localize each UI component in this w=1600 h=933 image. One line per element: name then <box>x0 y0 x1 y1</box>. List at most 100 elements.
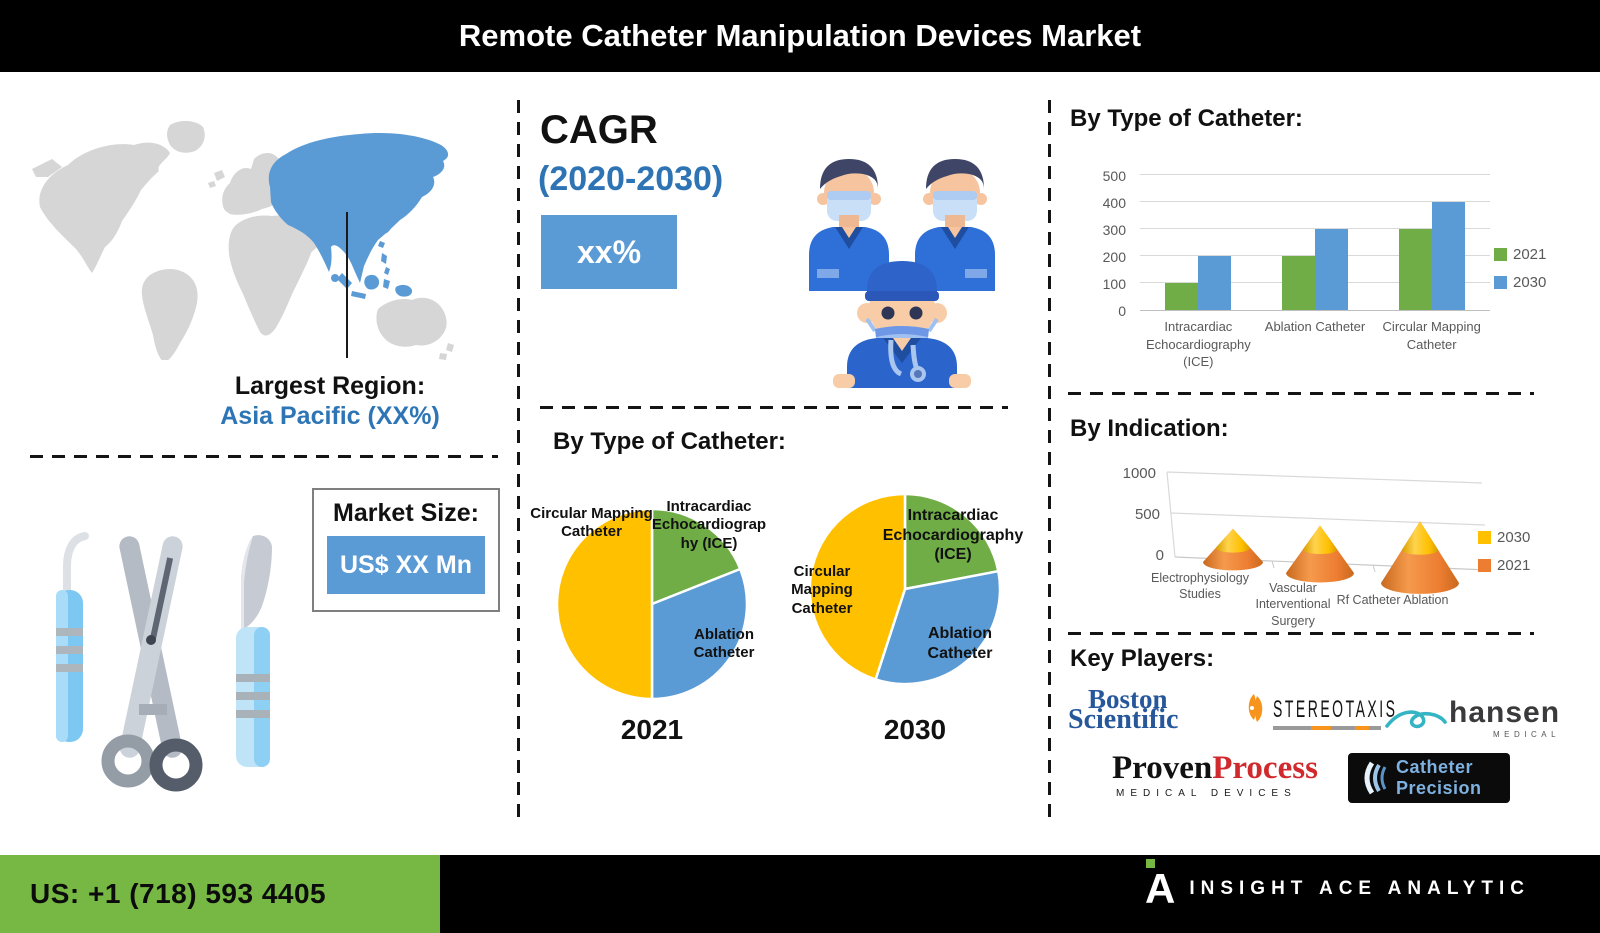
cagr-label: CAGR <box>540 108 658 152</box>
market-size-value: US$ XX Mn <box>327 536 485 594</box>
cone-category-3: Rf Catheter Ablation <box>1336 593 1449 607</box>
bar-2021-0 <box>1165 283 1199 310</box>
map-asia-pacific-highlight <box>268 133 449 299</box>
pie-chart-2030 <box>808 492 1002 686</box>
hansen-swirl-icon <box>1385 709 1447 728</box>
divider-vertical-right <box>1048 100 1051 822</box>
bar-ytick-0: 0 <box>1118 303 1126 319</box>
pie-slice <box>808 492 907 681</box>
footer-brand-band <box>440 855 1600 933</box>
divider-vertical-left <box>517 100 520 822</box>
brand-name: INSIGHT ACE ANALYTIC <box>1189 878 1530 899</box>
stereotaxis-tagline <box>1273 726 1381 730</box>
cone-legend-2021: 2021 <box>1478 551 1530 579</box>
cone-2021-2 <box>1381 521 1459 594</box>
divider-right-1 <box>1068 392 1534 395</box>
pie-slice <box>874 569 1002 686</box>
bar-category-label-0: Intracardiac Echocardiography (ICE) <box>1145 319 1251 370</box>
insight-ace-logo-icon: A <box>1145 859 1175 910</box>
cone-2030-2 <box>1402 521 1438 555</box>
cone-ytick-0: 0 <box>1155 547 1164 564</box>
market-size-box: Market Size: US$ XX Mn <box>312 488 500 612</box>
logo-green-dot <box>1146 859 1155 868</box>
surgical-tools-illustration <box>56 532 272 792</box>
catheter-precision-icon <box>1364 761 1387 795</box>
footer-phone-band: US: +1 (718) 593 4405 <box>0 855 440 933</box>
catheter-precision-line2: Precision <box>1396 778 1482 798</box>
bar-ytick-200: 200 <box>1102 249 1126 265</box>
bar-2030-1 <box>1314 229 1348 310</box>
pie-slice <box>555 507 654 701</box>
bar-group-2 <box>1398 202 1465 310</box>
pie-chart-2021 <box>555 507 749 701</box>
bar-chart-bars <box>1140 175 1490 310</box>
cone-legend-2030: 2030 <box>1478 523 1530 551</box>
cone-ytick-500: 500 <box>1134 506 1160 523</box>
largest-region-value: Asia Pacific (XX%) <box>220 402 440 430</box>
bar-category-label-1: Ablation Catheter <box>1264 319 1366 334</box>
bar-2030-2 <box>1431 202 1465 310</box>
cone-legend-2021-label: 2021 <box>1497 556 1531 574</box>
scissors-icon <box>101 536 203 792</box>
probe-icon <box>56 532 89 742</box>
pie-slice <box>650 507 742 606</box>
boston-line2: Scientific <box>1068 704 1179 735</box>
header-bar: Remote Catheter Manipulation Devices Mar… <box>0 0 1600 72</box>
stereotaxis-text: STEREOTAXIS <box>1273 694 1398 722</box>
stereotaxis-icon <box>1248 694 1263 722</box>
boston-line1: Boston <box>1088 684 1168 714</box>
bar-legend-2021: 2021 <box>1494 240 1546 268</box>
doctor-front <box>833 261 971 388</box>
cone-2030-0 <box>1215 528 1251 553</box>
scalpel-icon <box>236 535 272 767</box>
bar-ytick-500: 500 <box>1102 168 1126 184</box>
market-size-label: Market Size: <box>333 499 479 527</box>
cone-legend-2021-swatch <box>1478 558 1491 572</box>
page-title: Remote Catheter Manipulation Devices Mar… <box>458 18 1142 53</box>
logo-boston-scientific: Boston Scientific <box>1068 686 1178 734</box>
largest-region-label: Largest Region: <box>234 372 426 400</box>
bar-chart-yaxis: 0 100 200 300 400 500 <box>1090 168 1132 319</box>
cagr-period: (2020-2030) <box>538 160 724 198</box>
logo-hansen-medical: hansen MEDICAL <box>1385 698 1560 739</box>
pie-section-title: By Type of Catheter: <box>553 428 786 455</box>
bar-ytick-400: 400 <box>1102 195 1126 211</box>
hansen-text: hansen <box>1449 696 1561 729</box>
bar-category-label-2: Circular Mapping Catheter <box>1382 319 1481 352</box>
brand-logo: A INSIGHT ACE ANALYTIC <box>1145 859 1530 910</box>
logo-stereotaxis: STEREOTAXIS <box>1243 692 1397 730</box>
cone-2030-1 <box>1303 525 1337 555</box>
cone-chart <box>1166 471 1489 594</box>
proven-word1: Proven <box>1112 750 1213 786</box>
bar-chart-xlabels: Intracardiac Echocardiography (ICE) Ablat… <box>1140 318 1490 371</box>
logo-proven-process: ProvenProcess MEDICAL DEVICES <box>1112 750 1318 800</box>
doctor-right <box>915 159 995 291</box>
divider-left <box>30 455 498 458</box>
catheter-precision-line1: Catheter <box>1396 757 1474 778</box>
cone-category-2: Vascular Interventional Surgery <box>1255 581 1331 628</box>
cone-legend-2030-swatch <box>1478 530 1491 544</box>
bar-ytick-300: 300 <box>1102 222 1126 238</box>
footer-phone: US: +1 (718) 593 4405 <box>30 878 327 909</box>
divider-right-2 <box>1068 632 1534 635</box>
doctor-left <box>809 159 889 291</box>
bar-chart-legend: 2021 2030 <box>1494 240 1546 296</box>
divider-middle <box>540 406 1008 409</box>
bar-chart-title: By Type of Catheter: <box>1070 105 1303 132</box>
cagr-value-box: xx% <box>541 215 677 289</box>
doctors-illustration <box>809 159 995 388</box>
bar-2021-1 <box>1281 256 1315 310</box>
proven-sub: MEDICAL DEVICES <box>1116 788 1297 799</box>
key-players-title: Key Players: <box>1070 645 1215 672</box>
pie-2021-caption: 2021 <box>620 714 684 745</box>
cone-chart-title: By Indication: <box>1070 415 1229 442</box>
cone-ytick-1000: 1000 <box>1122 465 1156 482</box>
pie-slice <box>903 492 1000 591</box>
bar-2030-0 <box>1198 256 1232 310</box>
hansen-sub: MEDICAL <box>1492 730 1561 739</box>
bar-2021-2 <box>1398 229 1432 310</box>
bar-legend-2030: 2030 <box>1494 268 1546 296</box>
pie-slice <box>650 567 749 701</box>
map-land <box>32 121 454 360</box>
